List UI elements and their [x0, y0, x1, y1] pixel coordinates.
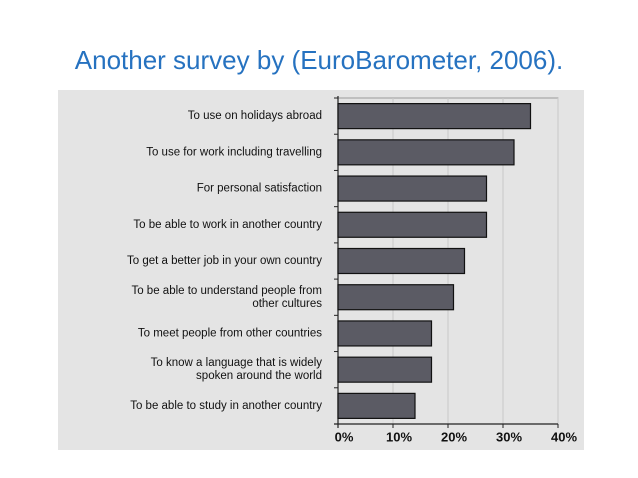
- x-tick-label: 30%: [496, 429, 522, 444]
- bar: [337, 356, 433, 383]
- y-tick-label: For personal satisfaction: [197, 183, 322, 195]
- bar: [337, 247, 466, 275]
- y-tick-label: other cultures: [252, 298, 322, 310]
- y-tick-label: To use for work including travelling: [146, 146, 322, 158]
- y-tick-label: spoken around the world: [196, 370, 322, 382]
- y-tick-label: To be able to study in another country: [130, 400, 322, 412]
- bar: [337, 284, 455, 311]
- slide-title: Another survey by (EuroBarometer, 2006).: [75, 45, 563, 75]
- y-tick-label: To be able to work in another country: [133, 219, 322, 231]
- bar: [337, 175, 488, 202]
- bar: [337, 103, 532, 130]
- y-tick-label: To know a language that is widely: [151, 357, 323, 369]
- bar: [337, 320, 433, 347]
- bar: [337, 392, 416, 419]
- x-tick-label: 10%: [386, 429, 412, 444]
- x-tick-label: 40%: [551, 429, 577, 444]
- bar: [337, 139, 515, 166]
- y-tick-label: To get a better job in your own country: [127, 255, 322, 267]
- x-tick-label: 20%: [441, 429, 467, 444]
- bar: [337, 211, 488, 238]
- x-tick-label: 0%: [335, 429, 354, 444]
- y-tick-label: To meet people from other countries: [138, 327, 322, 339]
- y-tick-label: To use on holidays abroad: [188, 110, 322, 122]
- y-tick-label: To be able to understand people from: [131, 285, 322, 297]
